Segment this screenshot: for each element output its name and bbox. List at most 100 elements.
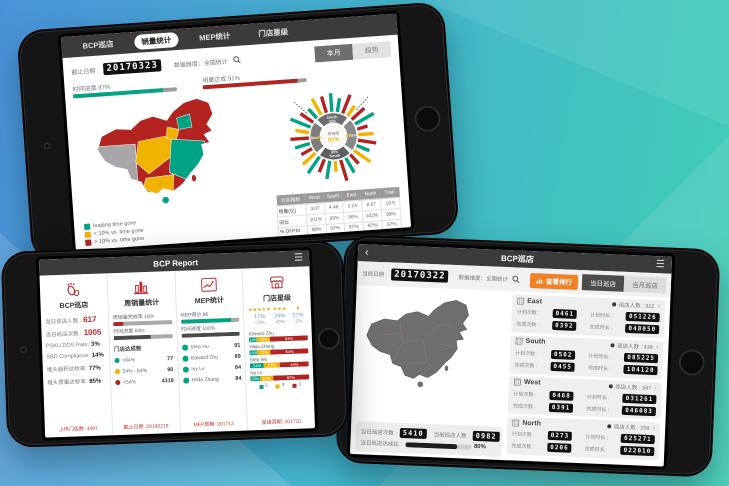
done-count-led: 0206 [547, 443, 572, 454]
camera-icon [19, 345, 27, 353]
phone-right-bezel [308, 240, 349, 437]
radial-bar [310, 97, 323, 116]
stacked-legend: 5 3 1 [251, 382, 310, 389]
person-score-row: Edward Zhu 89 [181, 353, 241, 362]
phone-sales-dashboard: BCP巡店 销量统计 MEP统计 门店星级 截止日期 : 20170323 数据… [16, 1, 460, 263]
month-button[interactable]: 本月 [314, 43, 354, 63]
region-name: South [525, 338, 546, 346]
card-bcp-store[interactable]: BCP巡店 当日巡店人数 :617 当日巡店次数 :1005 PSKU DOS … [39, 273, 113, 438]
store-icon [269, 276, 284, 289]
patrol-summary-panel: 当日巡店次数 : 5410 当前巡店人数 : 0982 当日巡店达成比 : 80… [355, 421, 503, 457]
radial-bar [339, 159, 349, 182]
card-mep-stats[interactable]: MEP统计 MEP得分 86 时间进度 100% Step Hu 91 Edwar… [174, 268, 249, 433]
date-label: 截止日期 : [71, 68, 99, 76]
building-icon [515, 337, 523, 346]
radial-bar [358, 131, 374, 137]
stat-area: 堆头面积达标率: 77% [46, 365, 101, 373]
done-count-led: 0391 [548, 402, 574, 413]
star-icons: ★ [295, 305, 301, 312]
radial-bar [289, 117, 312, 129]
patrol-filter-band: 当前日期 : 20170322 数据维度：全国统计 查看排行 当日巡店 当月巡店 [356, 261, 672, 298]
sales-dashboard-screen: BCP巡店 销量统计 MEP统计 门店星级 截止日期 : 20170323 数据… [60, 13, 412, 251]
plan-time-led: 085225 [624, 352, 659, 363]
person-score-row: Step Hu 91 [181, 342, 240, 351]
plan-time-label: 计划时长 : [589, 312, 613, 320]
tab-daily-patrol[interactable]: 当日巡店 [581, 274, 625, 292]
home-button[interactable] [317, 327, 341, 351]
card-title: 周销量统计 [124, 299, 160, 308]
region-card-south[interactable]: South 巡店人数 : 438 › 计划次数 : 0502 计划时长 : 08522… [509, 335, 664, 379]
plan-time-led: 031261 [622, 393, 657, 404]
home-button[interactable] [678, 349, 706, 377]
legend-swatch-green [259, 384, 264, 389]
phone-bcp-patrol: ‹ BCP巡店 ☰ 当前日期 : 20170322 数据维度：全国统计 查看排行… [335, 234, 721, 478]
radial-bar [294, 141, 311, 150]
view-ranking-button[interactable]: 查看排行 [529, 272, 579, 290]
summary-people-led: 0982 [472, 430, 500, 442]
tab-store-rating[interactable]: 门店星级 [257, 27, 289, 39]
plan-count-label: 计划次数 : [516, 309, 540, 317]
patrol-tabs: 当日巡店 当月巡店 [581, 274, 667, 294]
china-map-panel: leading time gone < 10% vs. time gone > … [71, 87, 276, 251]
tab-monthly-patrol[interactable]: 当月巡店 [623, 275, 667, 294]
stat-quality: 堆头质量达标率: 85% [47, 378, 102, 386]
region-card-west[interactable]: West 巡店人数 : 347 › 计划次数 : 0468 计划时长 : 031261… [507, 375, 663, 420]
dimension-label: 数据维度：全国统计 [173, 59, 229, 69]
summary-count-led: 5410 [399, 427, 427, 439]
menu-icon[interactable]: ☰ [655, 258, 666, 270]
dimension-label: 数据维度：全国统计 [458, 275, 509, 284]
person-score-row: Hilda Zhang 84 [182, 375, 242, 384]
date-led-display[interactable]: 20170322 [390, 268, 449, 283]
svg-text:89%: 89% [331, 150, 338, 154]
bar-chart-icon [134, 281, 149, 295]
status-dot [611, 302, 616, 307]
stacked-bar: 24% 27% 49% [249, 361, 309, 369]
home-button[interactable] [413, 104, 442, 133]
building-icon [517, 297, 525, 305]
card-title: MEP统计 [194, 297, 225, 306]
date-led-display[interactable]: 20170323 [103, 59, 162, 76]
radial-bar [328, 93, 334, 112]
radial-bar [319, 95, 329, 114]
tab-bcp-store[interactable]: BCP巡店 [82, 39, 114, 51]
region-card-east[interactable]: East 巡店人数 : 312 › 计划次数 : 0461 计划时长 : 051226… [510, 294, 666, 339]
report-cards: BCP巡店 当日巡店人数 :617 当日巡店次数 :1005 PSKU DOS … [39, 266, 315, 438]
star-col-3: ★★★ 26% +0% [270, 306, 289, 326]
plan-time-led: 025271 [620, 434, 655, 445]
card-weekly-sales[interactable]: 周销量统计 周销量完成率 18% 时间进度 64% 门店达成数 >64% 77 5… [107, 270, 181, 436]
china-choropleth-map [94, 97, 218, 204]
region-name: West [523, 378, 541, 387]
radial-bar [307, 107, 319, 120]
done-count-led: 0392 [551, 320, 577, 331]
china-grey-map [366, 300, 469, 388]
tab-sales-stats[interactable]: 销量统计 [133, 31, 179, 50]
plan-count-label: 计划次数 : [514, 350, 538, 358]
radial-bar [355, 143, 370, 153]
summary-count-label: 当日巡店次数 : [360, 429, 397, 437]
done-count-label: 完成次数 : [516, 321, 540, 329]
person-score-row: Ivy Lv 84 [182, 364, 241, 373]
bar-fill [113, 334, 152, 341]
back-icon[interactable]: ‹ [364, 246, 369, 259]
tab-mep-stats[interactable]: MEP统计 [198, 31, 231, 43]
done-time-led: 048050 [625, 323, 660, 335]
region-card-north[interactable]: North 巡店人数 : 258 › 计划次数 : 0273 计划时长 : 02527… [506, 416, 661, 461]
stat-psku: PSKU DOS Rate: 3% [45, 341, 100, 350]
bar-track [112, 320, 172, 327]
svg-text:South: South [329, 154, 341, 159]
trend-button[interactable]: 趋势 [352, 41, 392, 60]
green-dot-icon [181, 355, 189, 362]
green-dot-icon [181, 344, 188, 351]
patrol-map-panel: 当日巡店次数 : 5410 当前巡店人数 : 0982 当日巡店达成比 : 80… [355, 288, 507, 457]
bar-fill [180, 318, 232, 324]
camera-icon [42, 141, 51, 150]
card-store-rating[interactable]: 门店星级 ★★★★★ 17% <2% ★★★ 26% +0% ★ 57% -2% Edwar… [243, 266, 315, 430]
svg-text:88%: 88% [345, 133, 352, 137]
done-count-label: 完成次数 : [514, 362, 538, 370]
search-icon[interactable] [232, 51, 241, 70]
stacked-bar: 14% 22% 64% [249, 348, 309, 356]
period-toggle: 本月 趋势 [314, 41, 392, 63]
search-icon[interactable] [512, 270, 521, 288]
menu-icon[interactable]: ☰ [293, 252, 304, 264]
